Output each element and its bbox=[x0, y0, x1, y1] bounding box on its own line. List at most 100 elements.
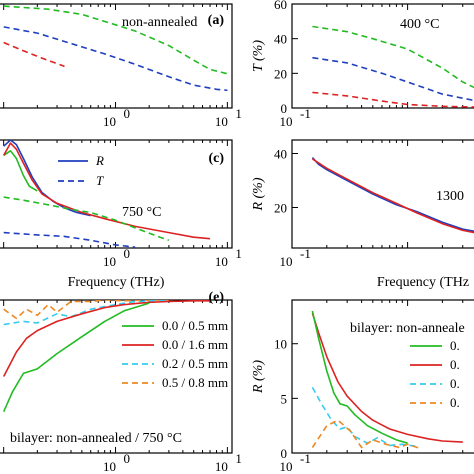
x-tick-exponent: 1 bbox=[235, 106, 242, 121]
x-tick-label: 10 bbox=[103, 254, 116, 269]
series-line bbox=[3, 300, 169, 326]
y-axis-label: R (%) bbox=[251, 177, 266, 211]
x-tick-label: 10 bbox=[215, 459, 228, 474]
panel-annotation: bilayer: non-annealed / 750 °C bbox=[10, 431, 182, 446]
x-tick-exponent: -1 bbox=[300, 106, 311, 121]
series-line bbox=[3, 300, 169, 320]
series-group bbox=[311, 157, 474, 234]
panel-c: 10 0 10 1 Frequency (THz) (c) 750 °C RT bbox=[0, 139, 242, 290]
legend: 0. 0. 0. 0. bbox=[410, 338, 460, 410]
panel-label: (a) bbox=[208, 13, 225, 28]
y-tick-label: 40 bbox=[274, 147, 287, 162]
x-ticks: 10 -1 bbox=[280, 300, 464, 474]
plot-frame bbox=[291, 3, 474, 109]
x-tick-label: 10 bbox=[280, 459, 293, 474]
series-line bbox=[311, 158, 474, 234]
series-group bbox=[3, 5, 228, 92]
x-ticks: 10 -1 bbox=[280, 140, 464, 269]
series-line bbox=[3, 150, 38, 192]
x-axis-label: Frequency (THz bbox=[377, 275, 469, 290]
x-tick-exponent: -1 bbox=[300, 451, 311, 466]
y-tick-label: 40 bbox=[274, 32, 287, 47]
series-line bbox=[3, 5, 228, 75]
legend-label: 0.2 / 0.5 mm bbox=[162, 356, 228, 371]
x-axis-label: Frequency (THz) bbox=[68, 275, 165, 290]
series-line bbox=[3, 231, 136, 248]
y-tick-label: 20 bbox=[274, 66, 287, 81]
y-tick-label: 10 bbox=[274, 337, 287, 352]
series-line bbox=[3, 140, 91, 217]
x-tick-label: 10 bbox=[280, 254, 293, 269]
x-tick-label: 10 bbox=[103, 114, 116, 129]
x-tick-exponent: 0 bbox=[124, 451, 131, 466]
legend-label: 0. bbox=[450, 395, 460, 410]
x-tick-exponent: 1 bbox=[235, 451, 242, 466]
series-line bbox=[2, 142, 211, 240]
x-tick-exponent: 0 bbox=[124, 106, 131, 121]
series-line bbox=[2, 302, 150, 413]
series-line bbox=[311, 312, 463, 443]
plot-frame bbox=[0, 139, 233, 249]
x-tick-exponent: -1 bbox=[300, 246, 311, 261]
plot-frame bbox=[0, 299, 233, 454]
panel-a: 10 0 10 1 (a) non-annealed bbox=[0, 3, 242, 129]
y-ticks: 0 20 40 60 bbox=[274, 0, 298, 116]
legend-label: 0.0 / 1.6 mm bbox=[162, 337, 228, 352]
y-tick-label: 0 bbox=[281, 101, 288, 116]
x-tick-label: 10 bbox=[280, 114, 293, 129]
y-axis-label: T (%) bbox=[251, 40, 266, 72]
series-line bbox=[3, 26, 228, 92]
x-tick-exponent: 0 bbox=[124, 246, 131, 261]
panel-annotation: 750 °C bbox=[122, 205, 161, 220]
y-tick-label: 20 bbox=[274, 201, 287, 216]
legend-label: 0. bbox=[450, 357, 460, 372]
x-ticks: 10 0 10 1 bbox=[3, 140, 242, 269]
series-line bbox=[311, 310, 408, 444]
legend-label: 0.0 / 0.5 mm bbox=[162, 318, 228, 333]
legend-label: 0.5 / 0.8 mm bbox=[162, 375, 228, 390]
x-tick-label: 10 bbox=[215, 114, 228, 129]
plot-frame bbox=[0, 3, 233, 109]
legend: RT bbox=[58, 153, 104, 188]
series-group bbox=[311, 310, 463, 450]
x-tick-label: 10 bbox=[103, 459, 116, 474]
series-line bbox=[312, 56, 474, 102]
legend-label: T bbox=[96, 173, 104, 188]
panel-label: (e) bbox=[208, 290, 224, 305]
panel-annotation: 1300 bbox=[436, 189, 464, 204]
series-group bbox=[2, 140, 211, 248]
x-tick-exponent: 1 bbox=[235, 246, 242, 261]
panel-annotation: non-annealed bbox=[122, 15, 197, 30]
series-group bbox=[312, 25, 474, 108]
panel-b: 10 -1 0 20 40 60 T (%) 400 °C bbox=[251, 0, 474, 129]
x-tick-label: 10 bbox=[215, 254, 228, 269]
series-line bbox=[2, 300, 210, 377]
y-tick-label: 0 bbox=[281, 446, 288, 461]
series-line bbox=[312, 25, 474, 89]
y-tick-label: 60 bbox=[274, 0, 287, 12]
x-ticks: 10 -1 bbox=[280, 4, 464, 129]
series-line bbox=[311, 387, 417, 448]
series-group bbox=[2, 300, 210, 413]
y-tick-label: 5 bbox=[281, 391, 288, 406]
series-line bbox=[311, 419, 422, 450]
panel-annotation: 400 °C bbox=[400, 17, 439, 32]
series-line bbox=[311, 157, 474, 233]
series-line bbox=[3, 196, 170, 242]
legend: 0.0 / 0.5 mm 0.0 / 1.6 mm 0.2 / 0.5 mm 0.5 … bbox=[122, 318, 228, 390]
y-axis-label: R (%) bbox=[251, 360, 266, 394]
x-ticks: 10 0 10 1 bbox=[3, 4, 242, 129]
legend-label: 0. bbox=[450, 338, 460, 353]
series-line bbox=[3, 41, 65, 68]
legend-label: 0. bbox=[450, 376, 460, 391]
series-line bbox=[312, 91, 474, 108]
legend-label: R bbox=[95, 153, 104, 168]
panel-annotation: bilayer: non-anneale bbox=[350, 321, 465, 336]
y-ticks: 0 5 10 bbox=[274, 337, 298, 461]
panel-label: (c) bbox=[208, 151, 224, 166]
